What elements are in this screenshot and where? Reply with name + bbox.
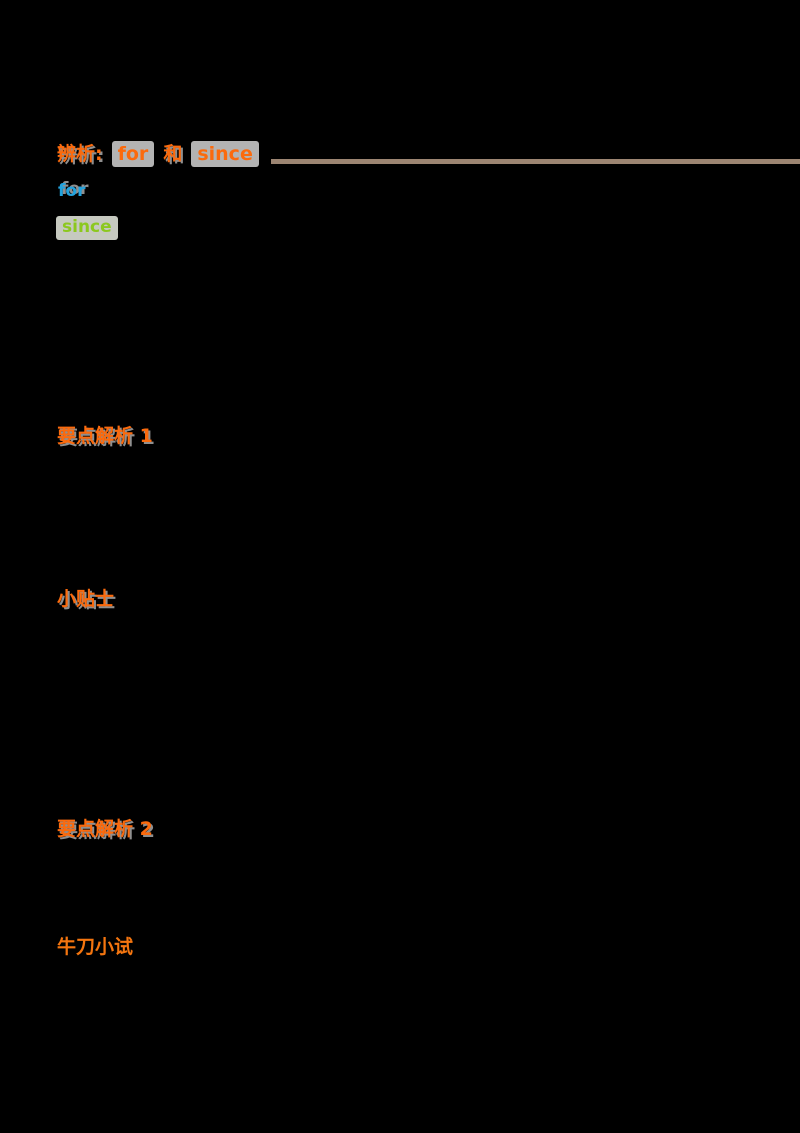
section-heading-practice: 牛刀小试	[57, 936, 134, 958]
section-heading-analysis-1: 要点解析 1	[57, 425, 153, 447]
title-term-for: for	[111, 141, 155, 167]
keyword-for: for	[58, 181, 86, 201]
title-underline-rule	[270, 159, 800, 164]
title-term-since: since	[191, 141, 259, 167]
keyword-since: since	[56, 216, 118, 240]
title-connector: 和	[163, 143, 183, 165]
lesson-title: 辨析: for 和 since	[57, 141, 800, 167]
section-heading-tips: 小贴士	[57, 588, 115, 610]
section-heading-analysis-2: 要点解析 2	[57, 818, 153, 840]
title-prefix: 辨析:	[57, 143, 103, 165]
